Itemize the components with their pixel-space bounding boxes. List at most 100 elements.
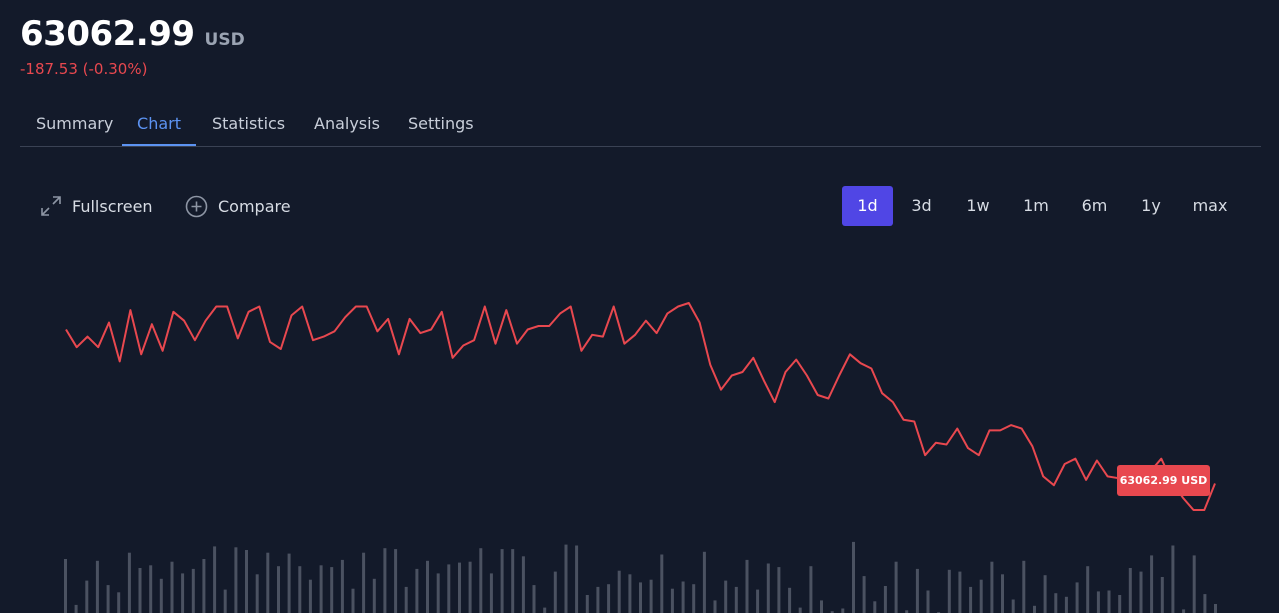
volume-bar <box>788 587 792 613</box>
tab-analysis[interactable]: Analysis <box>314 114 380 133</box>
volume-bar <box>127 552 131 613</box>
tab-statistics[interactable]: Statistics <box>212 114 286 133</box>
volume-bar <box>1075 582 1079 613</box>
volume-bar <box>362 552 366 613</box>
volume-bar <box>692 584 696 613</box>
range-1y[interactable]: 1y <box>1141 196 1161 215</box>
volume-bar <box>1054 593 1058 613</box>
volume-bar <box>521 556 525 613</box>
volume-bar <box>883 586 887 613</box>
volume-bar <box>862 576 866 613</box>
volume-bar <box>191 568 195 613</box>
price-change: -187.53 (-0.30%) <box>20 60 148 78</box>
volume-bar <box>670 588 674 613</box>
volume-bar <box>873 601 877 613</box>
fullscreen-button[interactable]: Fullscreen <box>40 192 153 220</box>
price-row: 63062.99 USD <box>20 14 245 54</box>
volume-bar <box>1203 594 1207 613</box>
volume-bar <box>596 586 600 613</box>
volume-bar <box>649 579 653 613</box>
volume-bar <box>468 561 472 613</box>
compare-button[interactable]: Compare <box>185 192 291 220</box>
volume-bar <box>159 578 163 613</box>
volume-bar <box>1182 609 1186 613</box>
volume-bar <box>905 610 909 613</box>
current-price: 63062.99 <box>20 14 195 54</box>
volume-bar <box>447 564 451 613</box>
volume-bar <box>383 548 387 613</box>
range-6m[interactable]: 6m <box>1081 196 1108 215</box>
volume-bar <box>1118 595 1122 613</box>
compare-label: Compare <box>218 196 291 216</box>
volume-bar <box>404 586 408 613</box>
volume-bar <box>426 560 429 613</box>
currency-label: USD <box>204 30 245 50</box>
range-1w[interactable]: 1w <box>966 196 990 215</box>
volume-bar <box>1033 605 1036 613</box>
volume-bar <box>436 573 440 613</box>
volume-bars <box>64 541 1217 613</box>
range-1m[interactable]: 1m <box>1023 196 1049 215</box>
volume-bar <box>1139 571 1143 613</box>
tab-settings[interactable]: Settings <box>408 114 474 133</box>
volume-bar <box>958 571 962 613</box>
volume-bar <box>947 569 951 613</box>
volume-bar <box>532 585 536 613</box>
tab-summary[interactable]: Summary <box>36 114 114 133</box>
volume-bar <box>330 567 334 613</box>
plus-circle-icon <box>185 195 208 217</box>
range-3d[interactable]: 3d <box>911 196 932 215</box>
volume-bar <box>607 584 611 613</box>
volume-bar <box>1086 566 1090 613</box>
volume-bar <box>820 600 823 613</box>
volume-bar <box>681 581 685 613</box>
volume-bar <box>106 585 110 613</box>
volume-bar <box>245 550 248 613</box>
volume-bar <box>990 561 994 613</box>
volume-bar <box>319 565 323 613</box>
volume-bar <box>628 574 632 613</box>
volume-bar <box>223 589 227 613</box>
volume-bar <box>213 546 217 613</box>
tab-bar: Summary Chart Statistics Analysis Settin… <box>20 108 1261 147</box>
volume-bar <box>564 544 568 613</box>
volume-bar <box>287 553 291 613</box>
volume-bar <box>202 559 206 613</box>
volume-bar <box>553 571 557 613</box>
expand-icon <box>41 196 61 216</box>
volume-bar <box>1214 604 1217 613</box>
volume-bar <box>660 554 664 613</box>
range-1d[interactable]: 1d <box>842 186 893 226</box>
volume-bar <box>575 545 579 613</box>
volume-bar <box>1128 568 1132 613</box>
volume-bar <box>1192 555 1196 613</box>
volume-bar <box>585 595 589 613</box>
volume-bar <box>926 590 930 613</box>
price-line-group <box>65 302 1216 511</box>
volume-bar <box>277 566 280 613</box>
volume-bar <box>1107 590 1111 613</box>
volume-bar <box>841 608 845 613</box>
volume-bar <box>74 604 78 613</box>
volume-bar <box>979 579 983 613</box>
range-max[interactable]: max <box>1192 196 1228 215</box>
tab-chart[interactable]: Chart <box>122 108 196 146</box>
volume-bar <box>394 549 398 613</box>
volume-bar <box>734 586 738 613</box>
volume-bar <box>766 563 770 613</box>
volume-bar <box>1011 599 1015 613</box>
volume-bar <box>713 600 717 613</box>
volume-bar <box>1160 577 1164 613</box>
volume-bar <box>340 559 344 613</box>
volume-bar <box>298 566 302 613</box>
volume-bar <box>181 573 185 613</box>
volume-bar <box>372 578 376 613</box>
volume-bar <box>64 559 67 613</box>
volume-bar <box>85 580 89 613</box>
volume-bar <box>489 573 493 613</box>
volume-bar <box>1022 560 1026 613</box>
volume-bar <box>1171 545 1175 613</box>
volume-bar <box>117 592 121 613</box>
volume-bar <box>511 549 515 613</box>
